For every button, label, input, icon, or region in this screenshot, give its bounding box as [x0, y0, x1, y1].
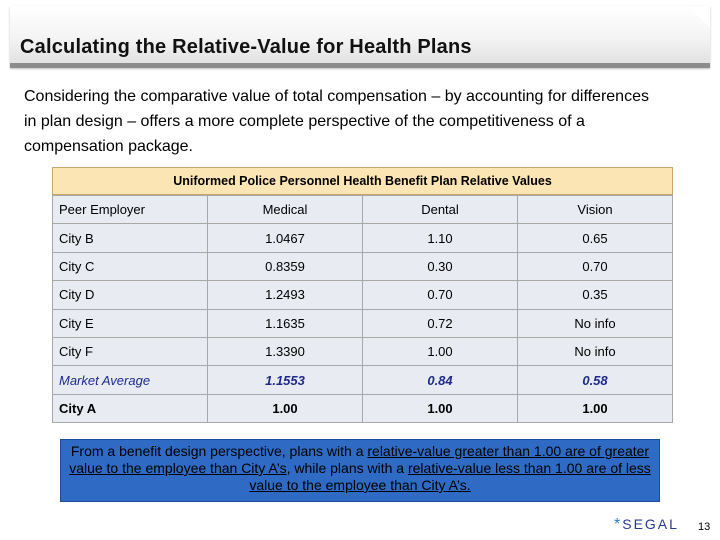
cell-average-label: Market Average — [52, 365, 208, 395]
note-text-2: relative-value greater than 1.00 are of … — [69, 443, 650, 476]
cell-dental: 0.72 — [362, 308, 518, 338]
cell-vision: 0.70 — [517, 251, 673, 282]
header-peer-employer: Peer Employer — [52, 194, 208, 225]
cell-baseline-vision: 1.00 — [517, 393, 673, 424]
cell-employer: City E — [52, 308, 208, 338]
segal-logo: * SEGAL — [614, 516, 679, 534]
cell-dental: 0.70 — [362, 280, 518, 310]
baseline-row: City A 1.00 1.00 1.00 — [52, 393, 673, 424]
intro-paragraph: Considering the comparative value of tot… — [24, 88, 649, 155]
cell-baseline-medical: 1.00 — [207, 393, 363, 424]
table-header-row: Peer Employer Medical Dental Vision — [52, 194, 673, 225]
logo-star-icon: * — [614, 516, 621, 533]
cell-employer: City B — [52, 223, 208, 253]
cell-dental: 0.30 — [362, 251, 518, 282]
cell-dental: 1.10 — [362, 223, 518, 253]
cell-medical: 1.3390 — [207, 336, 363, 367]
header-medical: Medical — [207, 194, 363, 225]
cell-medical: 0.8359 — [207, 251, 363, 282]
cell-medical: 1.0467 — [207, 223, 363, 253]
cell-employer: City D — [52, 280, 208, 310]
table-row: City C 0.8359 0.30 0.70 — [52, 251, 673, 282]
page-title: Calculating the Relative-Value for Healt… — [20, 36, 472, 58]
cell-vision: No info — [517, 336, 673, 367]
cell-average-medical: 1.1553 — [207, 365, 363, 395]
cell-dental: 1.00 — [362, 336, 518, 367]
relative-values-table: Peer Employer Medical Dental Vision City… — [52, 194, 673, 424]
table-row: City D 1.2493 0.70 0.35 — [52, 280, 673, 310]
cell-average-vision: 0.58 — [517, 365, 673, 395]
cell-vision: No info — [517, 308, 673, 338]
title-bar-corner — [688, 6, 710, 28]
note-text-1: From a benefit design perspective, plans… — [70, 443, 368, 459]
table-row: City F 1.3390 1.00 No info — [52, 336, 673, 367]
relative-values-table-container: Uniformed Police Personnel Health Benefi… — [52, 167, 673, 424]
cell-medical: 1.1635 — [207, 308, 363, 338]
cell-vision: 0.65 — [517, 223, 673, 253]
cell-baseline-dental: 1.00 — [362, 393, 518, 424]
header-dental: Dental — [362, 194, 518, 225]
note-text-3: , while plans with a — [286, 460, 408, 476]
cell-medical: 1.2493 — [207, 280, 363, 310]
market-average-row: Market Average 1.1553 0.84 0.58 — [52, 365, 673, 395]
cell-employer: City C — [52, 251, 208, 282]
page-number: 13 — [698, 521, 711, 533]
cell-vision: 0.35 — [517, 280, 673, 310]
table-caption: Uniformed Police Personnel Health Benefi… — [52, 167, 673, 195]
note-text-4: relative-value less than 1.00 are of les… — [249, 460, 651, 493]
cell-employer: City F — [52, 336, 208, 367]
title-bar: Calculating the Relative-Value for Healt… — [10, 6, 710, 68]
conclusion-note: From a benefit design perspective, plans… — [60, 439, 660, 502]
cell-baseline-label: City A — [52, 393, 208, 424]
table-row: City E 1.1635 0.72 No info — [52, 308, 673, 338]
cell-average-dental: 0.84 — [362, 365, 518, 395]
table-row: City B 1.0467 1.10 0.65 — [52, 223, 673, 253]
logo-text: SEGAL — [622, 516, 679, 532]
header-vision: Vision — [517, 194, 673, 225]
